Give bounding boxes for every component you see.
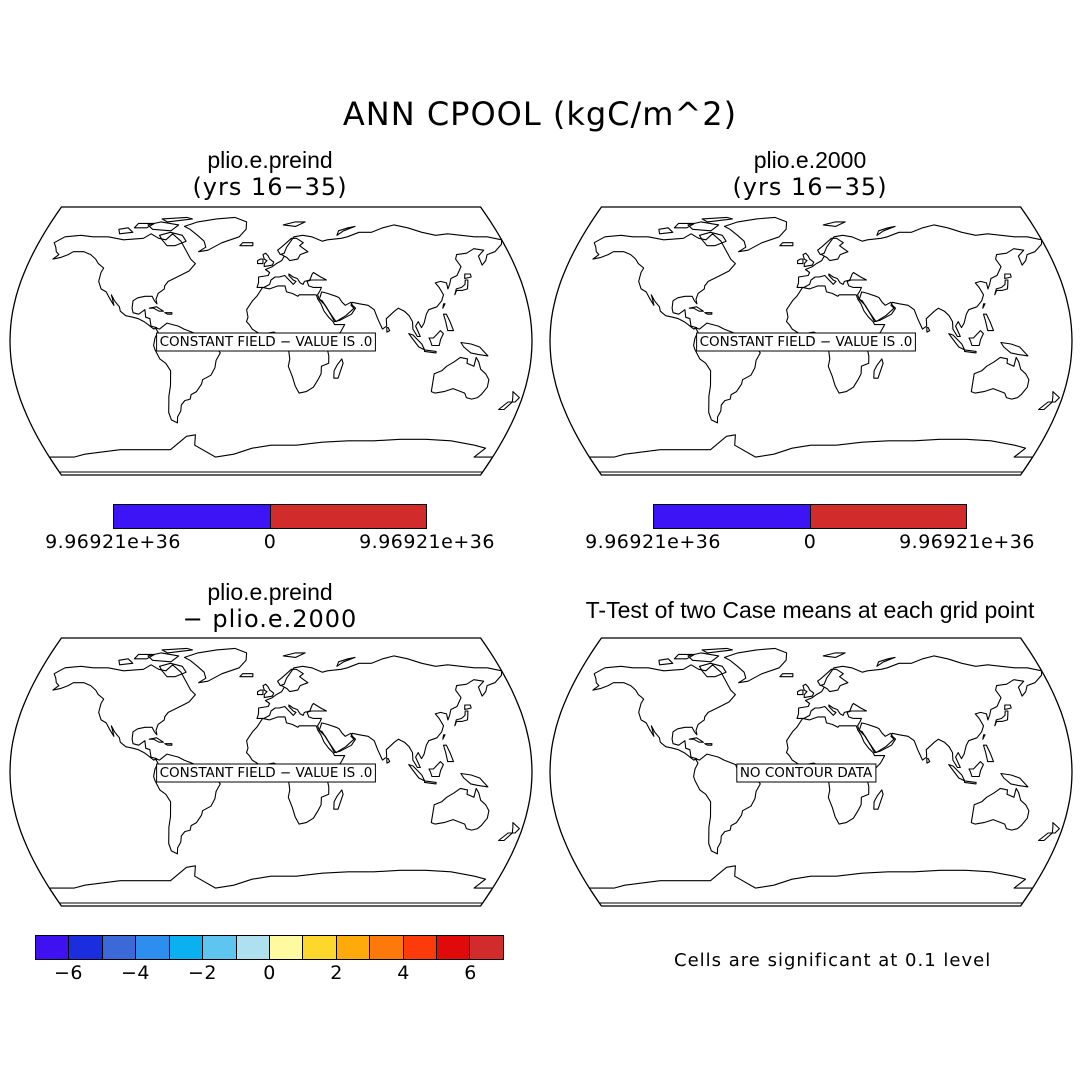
coastlines [48,216,520,473]
world-map: CONSTANT FIELD − VALUE IS .0 [549,206,1073,476]
colorbar-tick-label: −2 [187,962,218,984]
map-status-box [736,763,877,783]
colorbar-panel-2: 9.96921e+36 0 9.96921e+36 [585,504,1034,569]
panel-3-subtitle: − plio.e.2000 [182,605,358,633]
map-border [549,206,1073,476]
colorbar-segment [370,936,404,959]
colorbar-segment [269,936,304,959]
map-border [549,637,1073,907]
colorbar-tick-label: 6 [464,962,477,984]
world-map: CONSTANT FIELD − VALUE IS .0 [9,206,533,476]
map-status-label: CONSTANT FIELD − VALUE IS .0 [700,334,913,350]
colorbar-segment [136,936,170,959]
main-title: ANN CPOOL (kgC/m^2) [342,95,738,133]
colorbar-segment [437,936,471,959]
coastlines [588,216,1060,473]
panel-3-map: CONSTANT FIELD − VALUE IS .0 [8,636,534,908]
panel-2-subtitle: (yrs 16−35) [732,173,888,201]
map-status-label: CONSTANT FIELD − VALUE IS .0 [160,765,373,781]
colorbar-segment [203,936,237,959]
colorbar-tick-label: 0 [263,531,277,553]
colorbar-segment [114,505,271,528]
map-status-label: CONSTANT FIELD − VALUE IS .0 [160,334,373,350]
colorbar-tick-label: 0 [263,962,276,984]
colorbar-segment [36,936,70,959]
world-map: NO CONTOUR DATA [549,637,1073,907]
colorbar-segment [403,936,438,959]
world-map: CONSTANT FIELD − VALUE IS .0 [9,637,533,907]
colorbar-tick-label: 9.96921e+36 [899,531,1035,553]
colorbar-tick-label: 9.96921e+36 [359,531,495,553]
panel-1-subtitle: (yrs 16−35) [192,173,348,201]
map-status-box [156,332,376,352]
map-status-box [156,763,376,783]
colorbar-segment [169,936,204,959]
panel-4-map: NO CONTOUR DATA [548,636,1074,908]
map-border [9,637,533,907]
colorbar-segment [102,936,137,959]
map-status-label: NO CONTOUR DATA [740,765,873,781]
colorbar-segment [270,505,426,528]
panel-2-title: plio.e.2000 [753,147,867,173]
colorbar-panel-1: 9.96921e+36 0 9.96921e+36 [45,504,494,569]
panel-3-title: plio.e.preind [207,579,333,605]
colorbar-segment [470,936,503,959]
colorbar-tick-label: 9.96921e+36 [45,531,181,553]
colorbar-segment [303,936,337,959]
coastlines [48,647,520,904]
colorbar-tick-label: 0 [803,531,817,553]
colorbar-tick-label: 2 [330,962,343,984]
panel-1-title: plio.e.preind [207,147,333,173]
panel-4-title: T-Test of two Case means at each grid po… [585,597,1035,623]
colorbar-segment [69,936,103,959]
colorbar-tick-label: 9.96921e+36 [585,531,721,553]
colorbar-segment [654,505,811,528]
colorbar-difference: −6 −4 −2 0 2 4 6 [35,935,504,1000]
colorbar-tick-label: −4 [120,962,151,984]
colorbar-segment [336,936,371,959]
significance-note: Cells are significant at 0.1 level [674,950,992,971]
colorbar-segment [236,936,270,959]
colorbar-tick-label: 4 [397,962,410,984]
panel-1-map: CONSTANT FIELD − VALUE IS .0 [8,205,534,477]
map-border [9,206,533,476]
colorbar-segment [810,505,966,528]
colorbar-tick-label: −6 [53,962,84,984]
panel-2-map: CONSTANT FIELD − VALUE IS .0 [548,205,1074,477]
map-status-box [696,332,916,352]
